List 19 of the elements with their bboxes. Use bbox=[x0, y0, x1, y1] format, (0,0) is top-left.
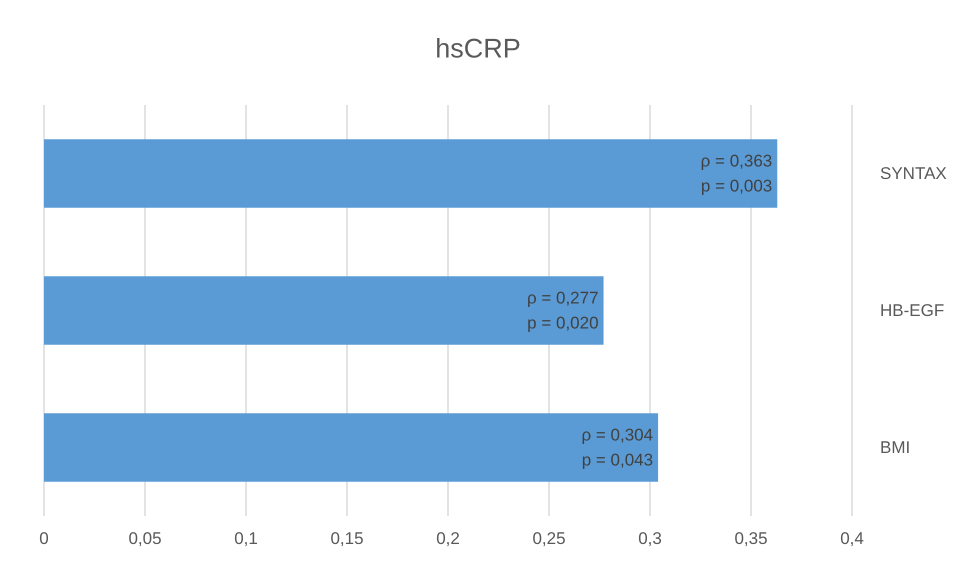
x-tick-label: 0 bbox=[39, 529, 49, 548]
x-tick-label: 0,1 bbox=[234, 529, 258, 548]
x-tick-label: 0,25 bbox=[532, 529, 566, 548]
x-tick-label: 0,3 bbox=[638, 529, 662, 548]
x-tick-label: 0,2 bbox=[436, 529, 460, 548]
data-label: ρ = 0,304 p = 0,043 bbox=[581, 426, 654, 470]
y-tick-label: SYNTAX bbox=[880, 164, 947, 183]
bar bbox=[44, 413, 658, 482]
chart-title: hsCRP bbox=[435, 34, 521, 64]
y-tick-label: BMI bbox=[880, 438, 910, 457]
y-tick-label: HB-EGF bbox=[880, 301, 944, 320]
x-tick-label: 0,15 bbox=[330, 529, 364, 548]
bar bbox=[44, 276, 604, 345]
x-tick-label: 0,05 bbox=[128, 529, 162, 548]
x-tick-label: 0,4 bbox=[840, 529, 864, 548]
data-label: ρ = 0,363 p = 0,003 bbox=[700, 152, 772, 196]
bar bbox=[44, 139, 778, 208]
x-tick-label: 0,35 bbox=[734, 529, 768, 548]
data-label: ρ = 0,277 p = 0,020 bbox=[526, 288, 599, 332]
